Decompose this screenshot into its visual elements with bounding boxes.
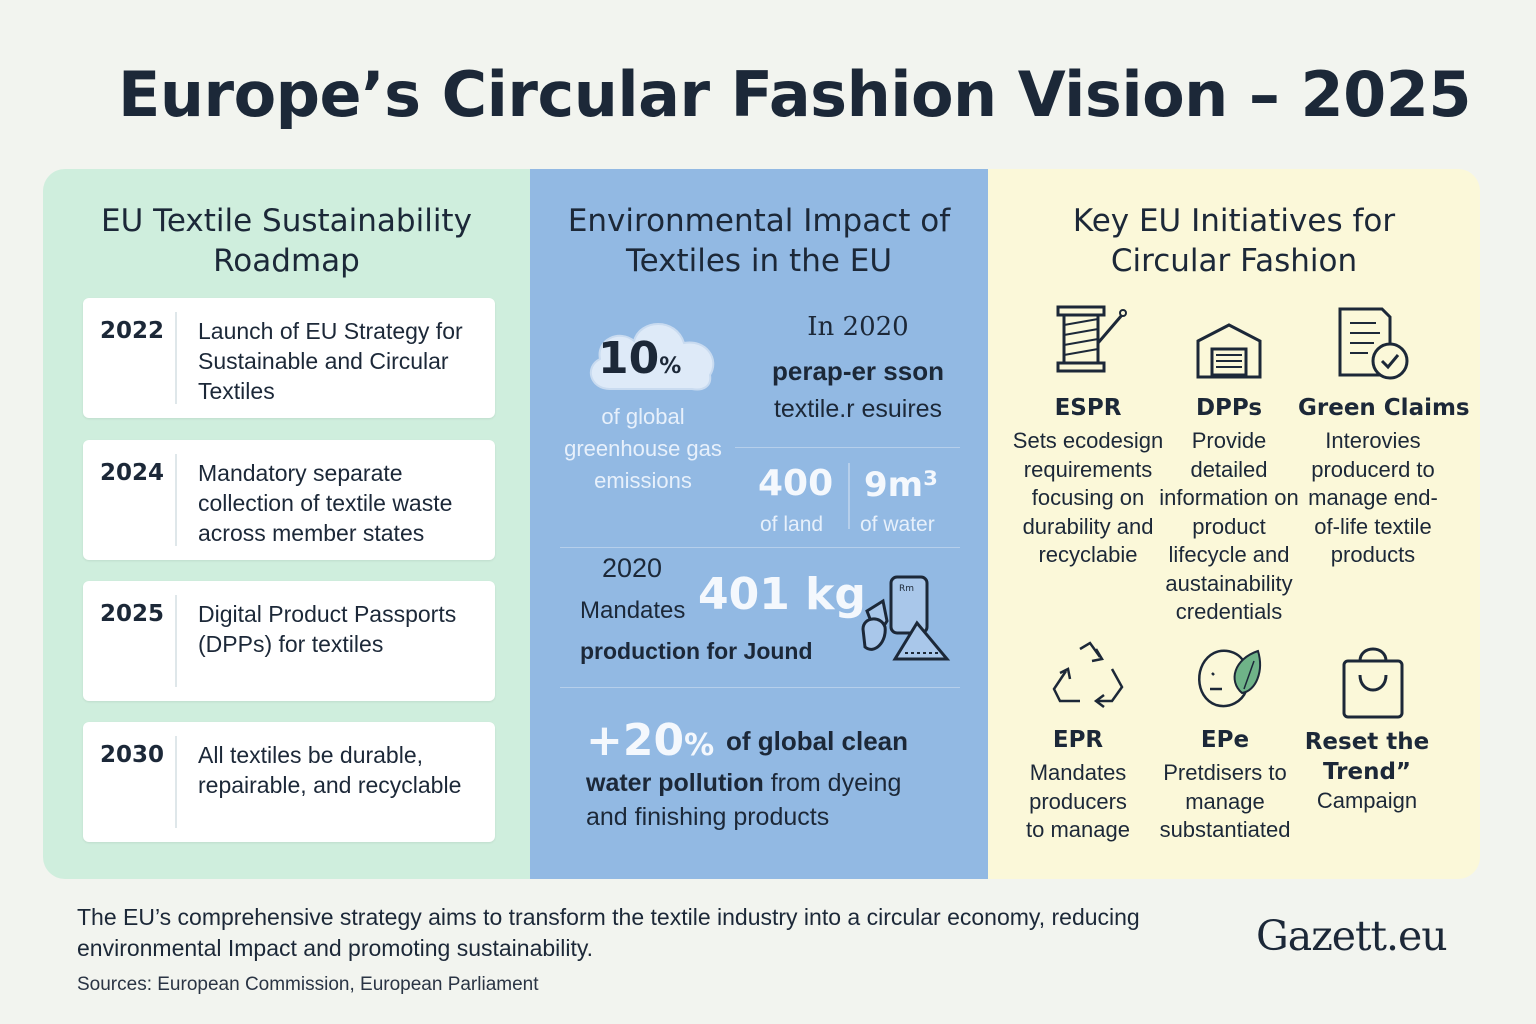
impact-heading: Environmental Impact of Textiles in the …	[567, 203, 951, 279]
initiative-desc: Campaign	[1316, 788, 1418, 813]
thread-spool-icon	[1056, 305, 1127, 373]
initiatives-panel: Key EU Initiatives for Circular Fashion …	[988, 169, 1480, 879]
divider	[560, 547, 960, 548]
impact-panel: Environmental Impact of Textiles in the …	[530, 169, 988, 879]
initiative-green-claims: Green Claims Interovies producerd to man…	[1298, 395, 1470, 570]
document-check-icon	[1338, 307, 1409, 380]
initiative-name: EPe	[1200, 727, 1250, 753]
pollution-text: and finishing products	[586, 803, 830, 831]
divider	[175, 595, 177, 687]
initiative-desc: Sets ecodesign requirements focusing on …	[1012, 428, 1164, 567]
initiatives-heading: Key EU Initiatives for Circular Fashion	[1072, 203, 1396, 279]
pollution-text: of global clean	[726, 726, 909, 756]
divider	[735, 447, 960, 448]
roadmap-year: 2025	[100, 601, 165, 627]
initiative-desc: Interovies producerd to manage end-of-li…	[1308, 428, 1438, 567]
pollution-value: +20%	[586, 715, 715, 766]
roadmap-text: All textiles be durable, repairable, and…	[198, 742, 462, 798]
roadmap-card: 2022 Launch of EU Strategy for Sustainab…	[83, 298, 495, 418]
bag-label: Rm	[899, 584, 914, 594]
leaf-circle-icon	[1198, 649, 1261, 708]
year-line: In 2020	[807, 312, 909, 342]
initiative-reset-the-trend: Reset the Trend” Campaign	[1292, 727, 1442, 816]
initiative-desc: Mandates producers to manage	[1026, 760, 1130, 842]
roadmap-text: Mandatory separate collection of textile…	[198, 460, 453, 546]
initiative-name: Reset the Trend”	[1304, 729, 1430, 785]
divider	[560, 687, 960, 688]
roadmap-year: 2030	[100, 742, 165, 768]
initiative-name: ESPR	[1054, 395, 1122, 421]
divider	[175, 312, 177, 404]
roadmap-heading: EU Textile Sustainability Roadmap	[101, 203, 472, 279]
roadmap-text: Digital Product Passports (DPPs) for tex…	[198, 601, 457, 657]
page-title: Europe’s Circular Fashion Vision – 2025	[118, 58, 1472, 131]
divider	[175, 736, 177, 828]
textile-bundle-icon: Rm	[861, 575, 951, 661]
brand-logo[interactable]: Gazett.eu	[1256, 912, 1448, 960]
roadmap-card: 2024 Mandatory separate collection of te…	[83, 440, 495, 560]
initiative-desc: Provide detailed information on product …	[1159, 428, 1299, 624]
shopping-bag-icon	[1342, 647, 1404, 719]
land-value: 400	[758, 463, 834, 504]
panels-container: EU Textile Sustainability Roadmap 2022 L…	[43, 169, 1480, 879]
roadmap-text: Launch of EU Strategy for Sustainable an…	[198, 318, 463, 404]
roadmap-card: 2030 All textiles be durable, repairable…	[83, 722, 495, 842]
initiative-espr: ESPR Sets ecodesign requirements focusin…	[1008, 395, 1168, 570]
passport-box-icon	[1196, 323, 1262, 379]
roadmap-panel: EU Textile Sustainability Roadmap 2022 L…	[43, 169, 530, 879]
roadmap-card: 2025 Digital Product Passports (DPPs) fo…	[83, 581, 495, 701]
per-person-line: textile.r esuires	[773, 395, 943, 423]
divider	[175, 454, 177, 546]
initiative-epr: EPR Mandates producers to manage	[998, 727, 1158, 845]
recycle-icon	[1052, 641, 1124, 708]
footer-sources: Sources: European Commission, European P…	[77, 974, 539, 995]
cloud-icon	[589, 323, 715, 391]
initiative-name: Green Claims	[1298, 395, 1470, 421]
pollution-text: water pollution from dyeing	[586, 769, 902, 797]
per-person-line: perap-er sson	[772, 356, 944, 386]
footer-summary: The EU’s comprehensive strategy aims to …	[77, 904, 1140, 961]
emissions-label: of global greenhouse gas emissions	[564, 404, 722, 493]
kg-value: 401 kg	[698, 569, 866, 620]
initiative-dpps: DPPs Provide detailed information on pro…	[1154, 395, 1304, 627]
production-label: production for Jound	[580, 638, 813, 664]
water-value: 9m³	[864, 465, 938, 505]
second-year: 2020	[602, 553, 663, 583]
initiative-name: DPPs	[1195, 395, 1263, 421]
roadmap-year: 2024	[100, 460, 165, 486]
land-label: of land	[760, 513, 824, 536]
water-label: of water	[860, 513, 935, 536]
initiative-desc: Pretdisers to manage substantiated	[1159, 760, 1291, 842]
divider	[848, 463, 850, 529]
initiative-epe: EPe Pretdisers to manage substantiated	[1150, 727, 1300, 845]
mandates-label: Mandates	[580, 597, 686, 624]
roadmap-year: 2022	[100, 318, 165, 344]
initiative-name: EPR	[1052, 727, 1104, 753]
emissions-value: 10%	[598, 333, 682, 384]
